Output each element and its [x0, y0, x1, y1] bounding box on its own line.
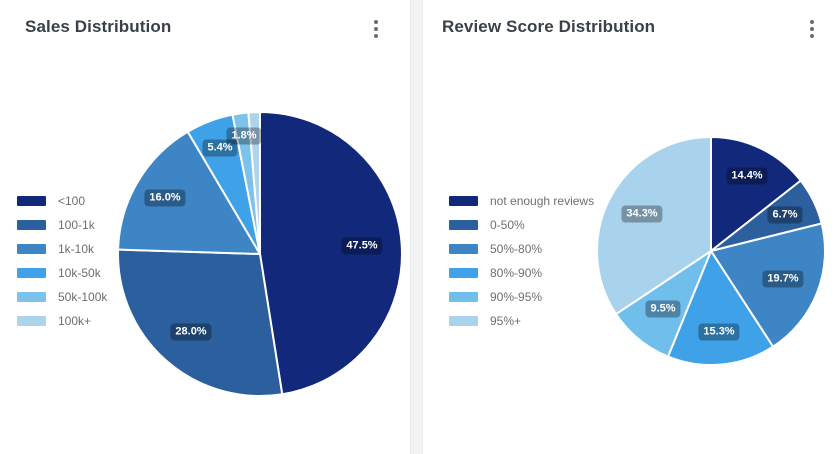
legend-swatch — [449, 316, 478, 326]
legend-swatch — [17, 268, 46, 278]
legend-swatch — [449, 244, 478, 254]
pie-slice-2[interactable] — [117, 130, 261, 255]
legend-item-1[interactable]: 0-50% — [449, 213, 594, 237]
legend-label: not enough reviews — [490, 194, 595, 208]
legend-swatch — [449, 196, 478, 206]
legend-label: 100k+ — [58, 314, 92, 328]
legend-label: 10k-50k — [58, 266, 101, 280]
legend-item-4[interactable]: 50k-100k — [17, 285, 107, 309]
page-title: Sales Distribution — [25, 17, 172, 36]
card-menu-button[interactable] — [365, 16, 387, 42]
legend-label: 50%-80% — [490, 242, 543, 256]
legend-item-2[interactable]: 50%-80% — [449, 237, 594, 261]
card-divider — [410, 0, 423, 454]
legend-label: 100-1k — [58, 218, 95, 232]
legend-item-3[interactable]: 80%-90% — [449, 261, 594, 285]
legend-label: 1k-10k — [58, 242, 95, 256]
legend-swatch — [17, 292, 46, 302]
legend-item-1[interactable]: 100-1k — [17, 213, 107, 237]
legend-swatch — [449, 268, 478, 278]
pie-chart-review-scores — [596, 136, 826, 366]
card-menu-button[interactable] — [801, 16, 823, 42]
legend-swatch — [17, 220, 46, 230]
pie-slice-0[interactable] — [259, 111, 403, 396]
pie-slice-3[interactable] — [667, 250, 775, 366]
pie-slice-0[interactable] — [710, 136, 802, 252]
chart-legend: <100 100-1k 1k-10k 10k-50k 50k-100k 100k+ — [17, 189, 107, 333]
legend-item-0[interactable]: not enough reviews — [449, 189, 594, 213]
legend-label: 80%-90% — [490, 266, 543, 280]
pie-slice-5[interactable] — [596, 136, 712, 316]
legend-label: 50k-100k — [58, 290, 108, 304]
legend-item-5[interactable]: 95%+ — [449, 309, 594, 333]
legend-swatch — [449, 220, 478, 230]
sales-distribution-card: Sales Distribution <100 100-1k 1k-10k 10k-5… — [0, 0, 410, 454]
legend-item-4[interactable]: 90%-95% — [449, 285, 594, 309]
legend-swatch — [17, 196, 46, 206]
legend-item-0[interactable]: <100 — [17, 189, 107, 213]
chart-legend: not enough reviews 0-50% 50%-80% 80%-90% 90%… — [449, 189, 594, 333]
review-score-distribution-card: Review Score Distribution not enough rev… — [423, 0, 835, 454]
legend-swatch — [449, 292, 478, 302]
legend-item-5[interactable]: 100k+ — [17, 309, 107, 333]
legend-item-3[interactable]: 10k-50k — [17, 261, 107, 285]
pie-slice-2[interactable] — [710, 222, 826, 348]
legend-label: <100 — [58, 194, 86, 208]
legend-label: 0-50% — [490, 218, 525, 232]
legend-label: 90%-95% — [490, 290, 543, 304]
kebab-menu-icon — [810, 20, 814, 38]
legend-swatch — [17, 316, 46, 326]
legend-swatch — [17, 244, 46, 254]
pie-slice-5[interactable] — [247, 110, 261, 255]
page-title: Review Score Distribution — [442, 17, 656, 36]
pie-chart-sales — [117, 110, 403, 397]
pie-slice-1[interactable] — [117, 248, 284, 397]
legend-label: 95%+ — [490, 314, 522, 328]
kebab-menu-icon — [374, 20, 378, 38]
legend-item-2[interactable]: 1k-10k — [17, 237, 107, 261]
